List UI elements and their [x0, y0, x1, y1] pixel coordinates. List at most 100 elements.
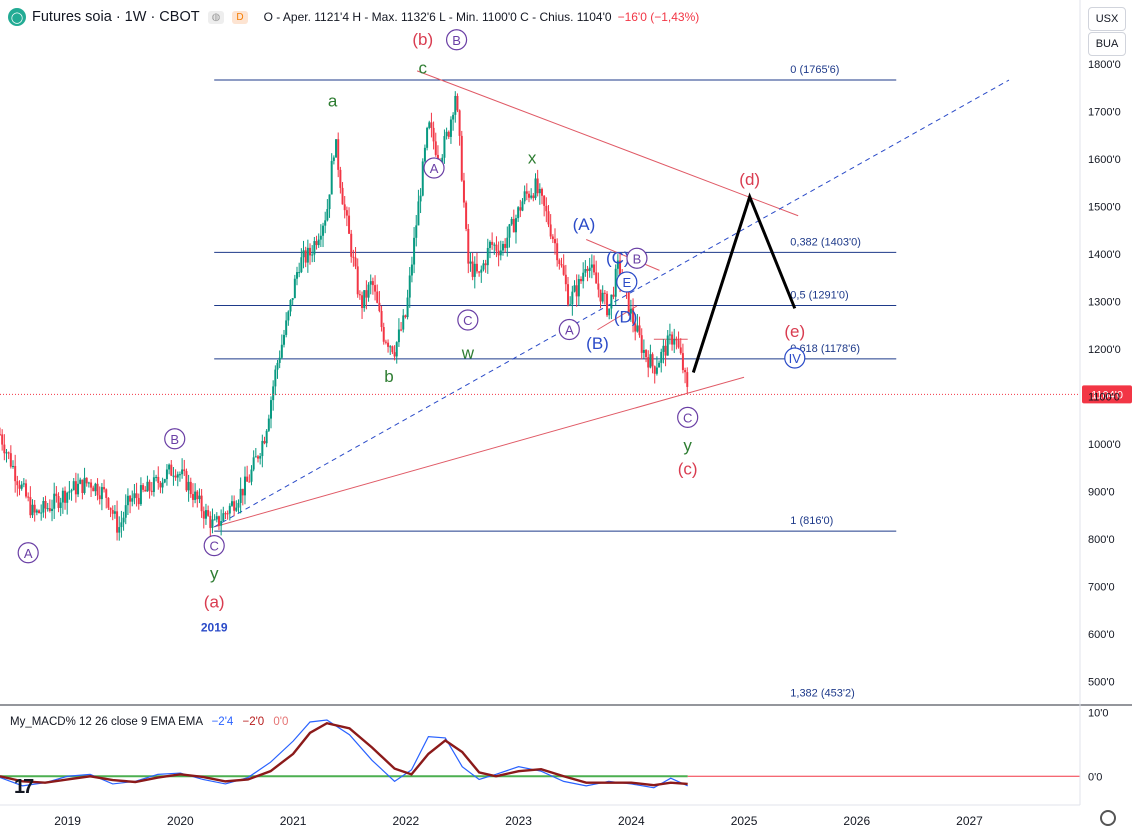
- candle-body: [462, 180, 465, 203]
- candle-body: [384, 341, 387, 343]
- unit-button[interactable]: BUA: [1088, 32, 1126, 56]
- candle-body: [449, 119, 452, 137]
- y-tick-label: 1600'0: [1088, 154, 1121, 166]
- candle-body: [335, 139, 338, 158]
- candle-body: [564, 274, 567, 285]
- candle-body: [606, 293, 609, 316]
- delay-chip[interactable]: D: [232, 10, 248, 24]
- candle-body: [246, 476, 249, 482]
- candle-body: [499, 250, 502, 256]
- fib-label: 0 (1765'6): [790, 64, 839, 76]
- candle-body: [497, 250, 500, 256]
- wave-circle: [445, 29, 468, 51]
- candle-body: [274, 369, 277, 387]
- candle-body: [573, 285, 576, 292]
- candle-body: [83, 477, 86, 493]
- candle-body: [87, 482, 90, 484]
- candle-body: [662, 345, 665, 352]
- candle-body: [317, 239, 320, 246]
- settings-gear-icon[interactable]: [1100, 810, 1116, 826]
- candle-body: [230, 501, 233, 506]
- candle-body: [250, 469, 253, 482]
- candle-body: [233, 501, 236, 511]
- candle-body: [222, 513, 225, 522]
- signal-value: −2'0: [242, 716, 265, 728]
- candle-body: [302, 250, 305, 258]
- currency-button[interactable]: USX: [1088, 7, 1126, 31]
- candle-body: [109, 507, 112, 510]
- macd-value: −2'4: [211, 716, 234, 728]
- macd-legend-label[interactable]: My_MACD% 12 26 close 9 EMA EMA: [10, 716, 203, 728]
- candle-body: [421, 161, 424, 196]
- candle-body: [469, 261, 472, 264]
- wave-label: B: [633, 251, 642, 266]
- candle-body: [217, 516, 220, 526]
- candle-body: [35, 510, 38, 513]
- candle-body: [649, 354, 652, 368]
- x-tick-label: 2024: [618, 814, 645, 828]
- dot-chip[interactable]: ◍: [207, 10, 225, 24]
- ohlc-values: O - Aper. 1121'4 H - Max. 1132'6 L - Min…: [263, 10, 612, 24]
- candle-body: [172, 475, 175, 477]
- candle-body: [636, 325, 639, 332]
- candle-body: [40, 512, 43, 514]
- candle-body: [3, 444, 6, 454]
- wave-label: B: [452, 33, 461, 48]
- candle-body: [486, 247, 489, 266]
- candle-body: [183, 469, 186, 472]
- wave-label: c: [419, 58, 428, 77]
- candle-body: [256, 456, 259, 459]
- candle-body: [150, 490, 153, 492]
- projection-path: [691, 192, 797, 373]
- wave-label: A: [565, 323, 574, 338]
- candle-body: [20, 484, 23, 489]
- y-tick-label: 800'0: [1088, 534, 1115, 546]
- candle-body: [133, 493, 136, 499]
- dashed-trend-line: [213, 79, 1010, 528]
- candle-body: [428, 122, 431, 128]
- candle-body: [25, 483, 28, 497]
- candle-body: [46, 508, 49, 510]
- candle-body: [471, 261, 474, 277]
- candle-body: [265, 430, 268, 444]
- candle-body: [51, 508, 54, 511]
- candle-body: [300, 257, 303, 273]
- candle-body: [100, 487, 103, 500]
- wave-label: 2019: [201, 620, 228, 634]
- x-tick-label: 2019: [54, 814, 81, 828]
- candle-body: [79, 479, 82, 484]
- candle-body: [567, 284, 570, 305]
- candle-body: [235, 507, 238, 511]
- candle-body: [187, 481, 190, 491]
- candle-body: [480, 269, 483, 273]
- wave-circle: [423, 157, 445, 179]
- fib-label: 0,5 (1291'0): [790, 290, 848, 302]
- candle-body: [517, 207, 520, 219]
- candle-body: [684, 370, 687, 373]
- wave-label: x: [528, 149, 537, 168]
- candle-body: [304, 250, 307, 263]
- tradingview-logo[interactable]: 17: [14, 776, 34, 798]
- candle-body: [454, 95, 457, 115]
- hist-value: 0'0: [273, 716, 289, 728]
- candle-body: [590, 264, 593, 268]
- candle-body: [64, 490, 67, 503]
- candle-body: [220, 521, 223, 526]
- wave-label: B: [170, 432, 179, 447]
- candle-body: [365, 290, 368, 298]
- symbol-status-icon[interactable]: ◯: [8, 8, 26, 26]
- candle-body: [289, 300, 292, 312]
- candle-body: [423, 147, 426, 162]
- last-price-badge: [1082, 385, 1132, 404]
- candle-body: [640, 335, 643, 353]
- fib-label: 0,618 (1178'6): [790, 343, 860, 355]
- candle-body: [237, 502, 240, 508]
- candle-body: [452, 114, 455, 120]
- symbol-title[interactable]: Futures soia · 1W · CBOT: [32, 9, 200, 25]
- wave-label: E: [622, 275, 631, 290]
- candle-body: [122, 517, 125, 523]
- candle-body: [113, 511, 116, 514]
- candle-body: [671, 334, 674, 345]
- wave-label: b: [384, 367, 393, 386]
